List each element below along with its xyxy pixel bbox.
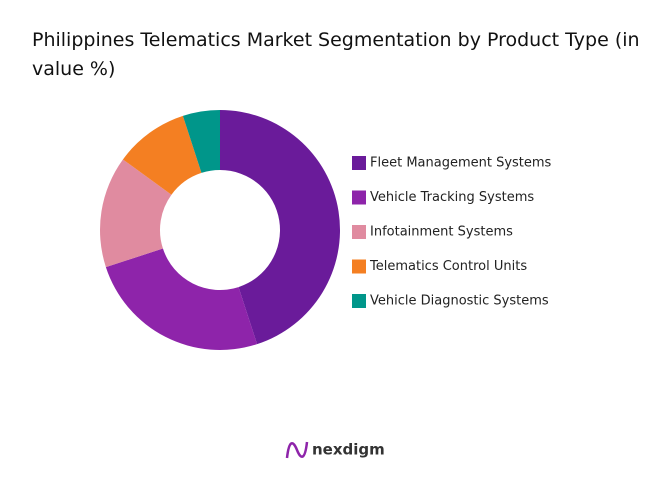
legend-swatch xyxy=(352,190,366,205)
brand-logo: nexdigm xyxy=(285,441,385,459)
legend-label: Infotainment Systems xyxy=(370,225,513,240)
legend-swatch xyxy=(352,294,366,308)
donut-slice xyxy=(182,110,220,173)
chart-title: Philippines Telematics Market Segmentati… xyxy=(32,29,640,80)
legend-swatch xyxy=(352,259,366,274)
donut-slice xyxy=(220,110,340,345)
brand-name: nexdigm xyxy=(312,441,385,459)
donut-slice xyxy=(122,115,202,195)
donut-slice xyxy=(105,248,258,350)
legend-swatch xyxy=(352,156,366,170)
donut-slice xyxy=(100,159,172,268)
legend-label: Fleet Management Systems xyxy=(370,156,552,171)
legend-swatch xyxy=(352,225,366,239)
legend-label: Vehicle Tracking Systems xyxy=(370,190,534,205)
logo-icon xyxy=(285,441,309,459)
legend-label: Telematics Control Units xyxy=(369,259,527,274)
legend-label: Vehicle Diagnostic Systems xyxy=(370,294,549,309)
